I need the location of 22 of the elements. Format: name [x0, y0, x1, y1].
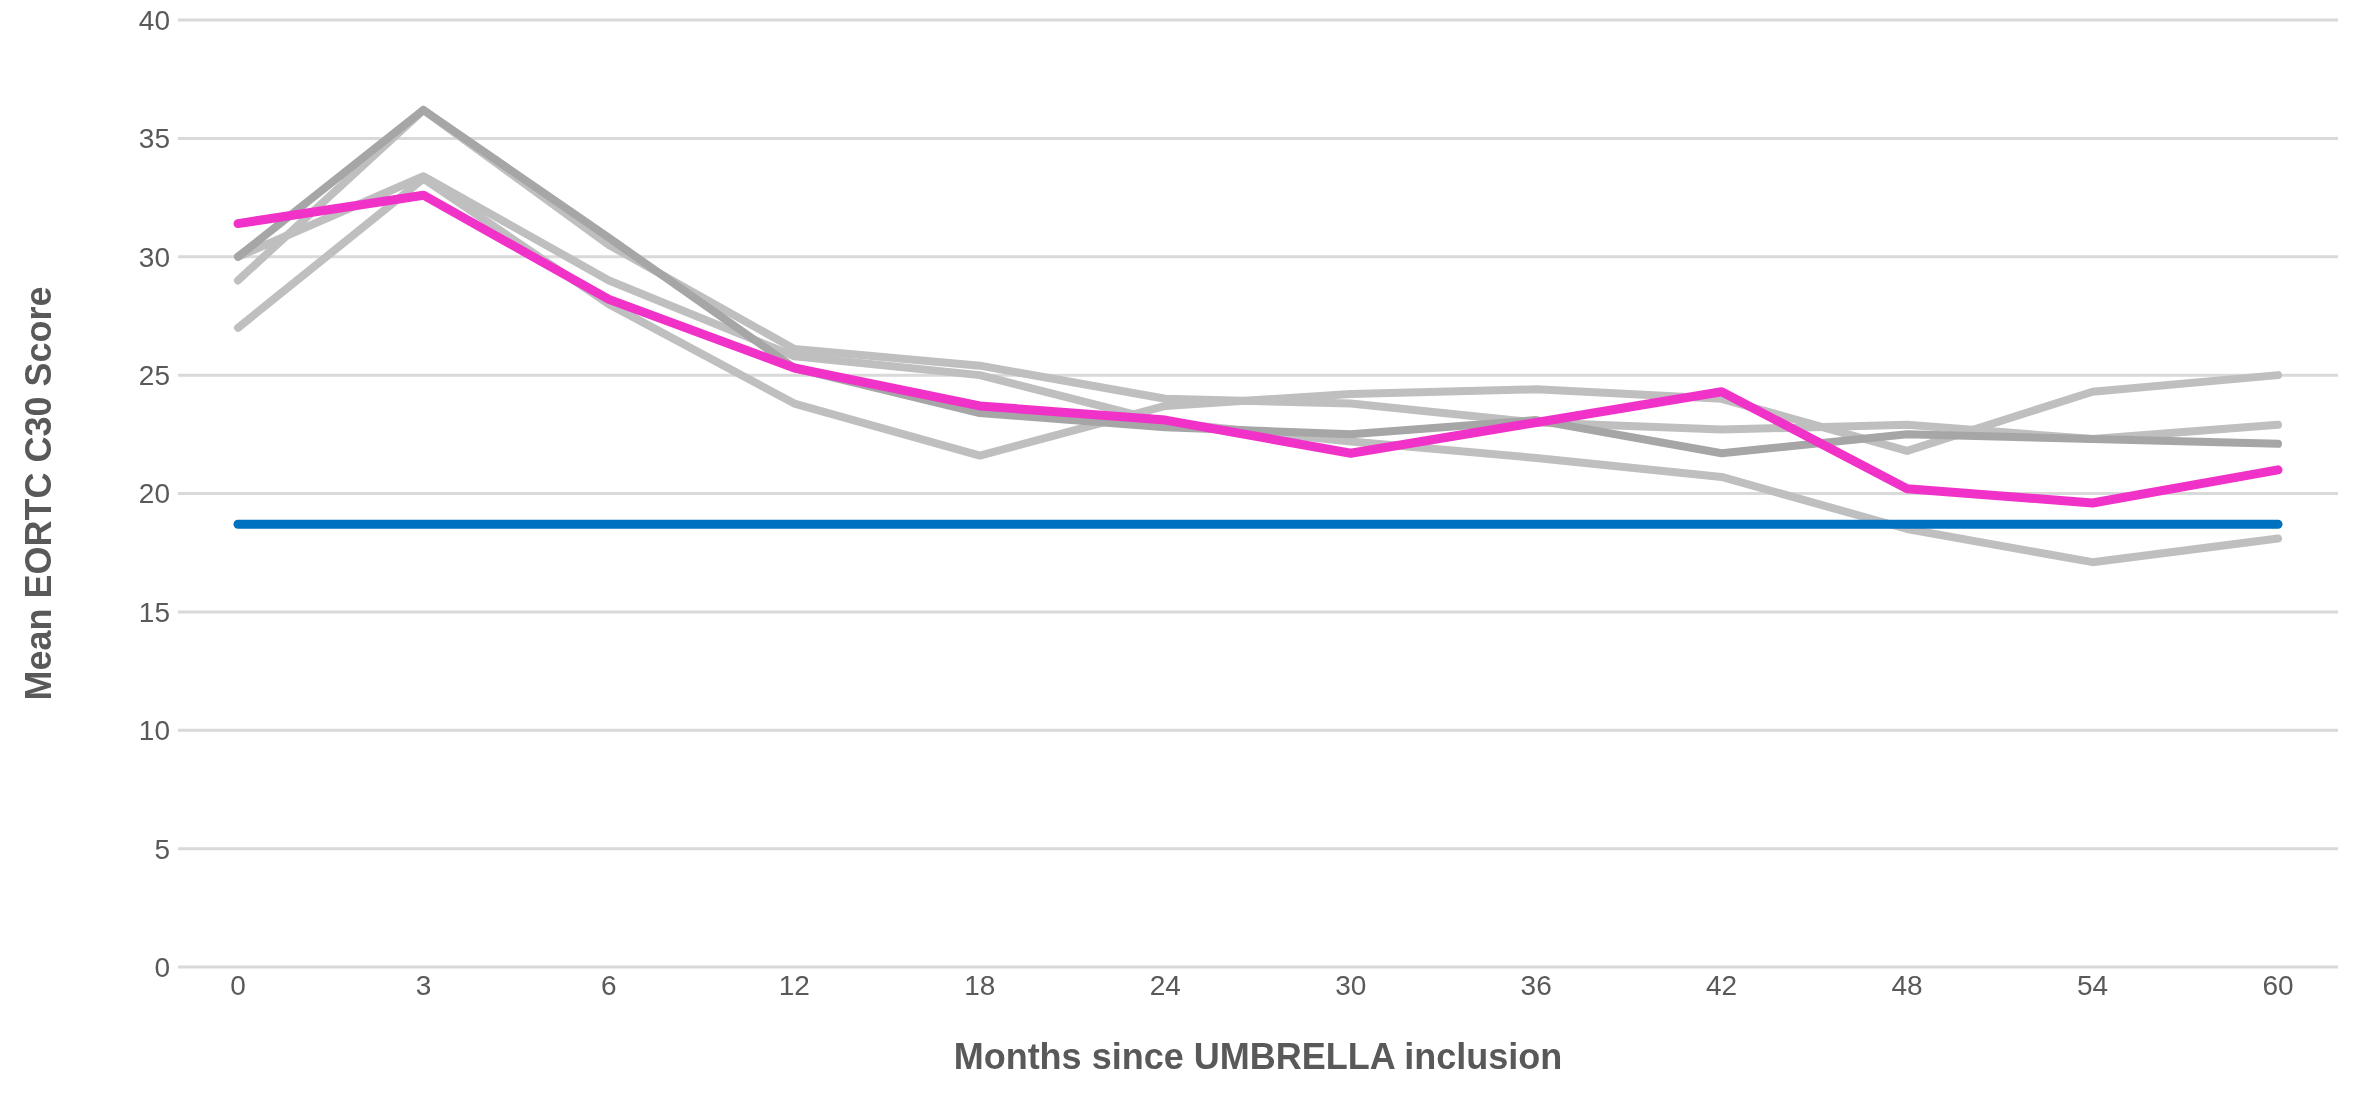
y-tick-label: 10 — [138, 715, 170, 747]
x-tick-label: 30 — [1335, 969, 1367, 1001]
y-tick-label: 20 — [138, 478, 170, 510]
x-tick-label: 54 — [2076, 969, 2109, 1001]
y-tick-label: 15 — [138, 596, 170, 628]
x-tick-label: 12 — [778, 969, 810, 1001]
y-tick-label: 40 — [138, 4, 170, 36]
x-tick-label: 60 — [2262, 969, 2294, 1001]
y-axis-title: Mean EORTC C30 Score — [17, 286, 59, 701]
y-tick-label: 35 — [138, 123, 170, 155]
y-tick-label: 25 — [138, 360, 170, 392]
x-axis-title: Months since UMBRELLA inclusion — [953, 1036, 1563, 1077]
y-tick-label: 30 — [138, 241, 170, 273]
x-tick-label: 24 — [1149, 969, 1181, 1001]
y-tick-label: 5 — [154, 833, 170, 865]
x-tick-label: 6 — [601, 969, 617, 1001]
x-tick-label: 48 — [1891, 969, 1923, 1001]
x-tick-label: 42 — [1706, 969, 1738, 1001]
x-tick-label: 18 — [964, 969, 996, 1001]
x-tick-label: 3 — [415, 969, 432, 1001]
x-tick-label: 36 — [1520, 969, 1552, 1001]
x-tick-label: 0 — [230, 969, 246, 1001]
